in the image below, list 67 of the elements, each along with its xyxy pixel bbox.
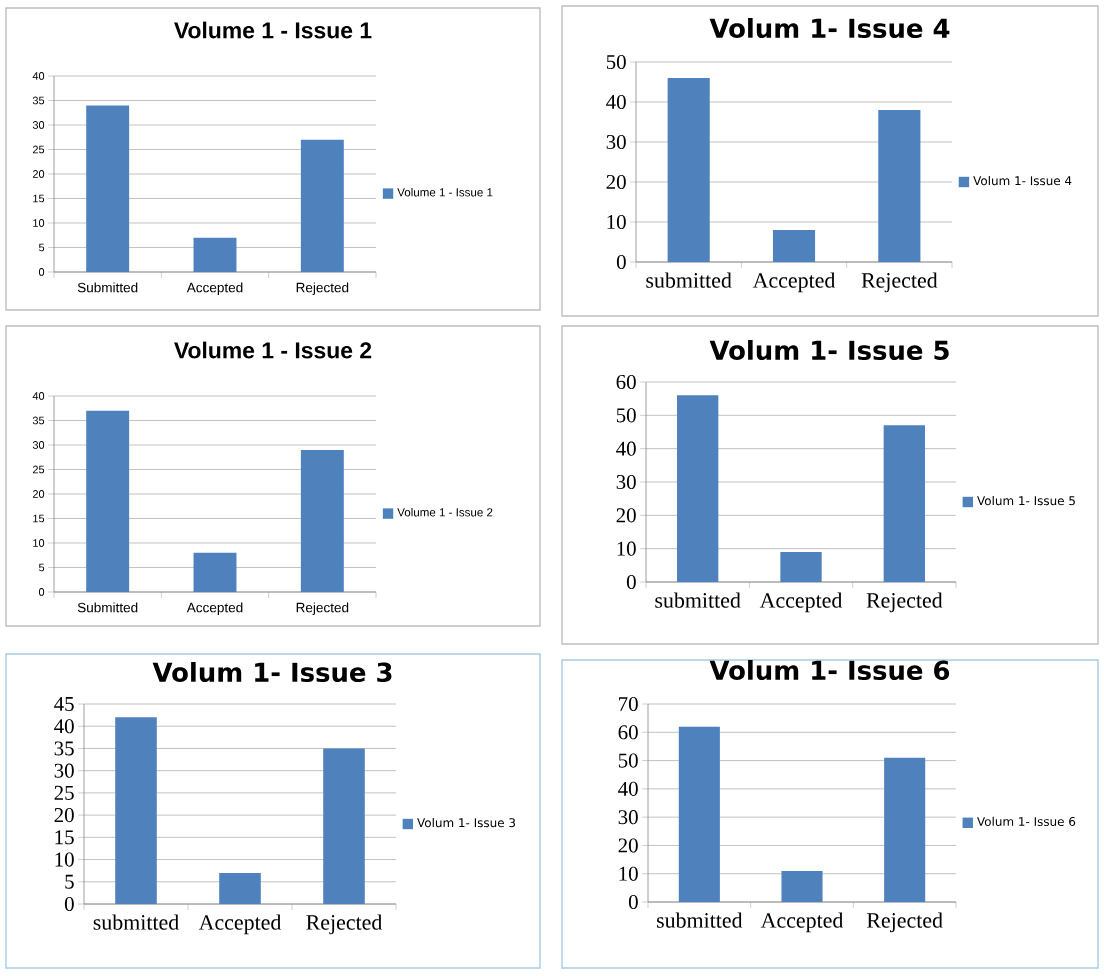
y-tick-label: 10 — [55, 852, 74, 867]
bar — [667, 77, 710, 262]
x-tick-label: Accepted — [759, 592, 843, 613]
bar — [86, 410, 130, 592]
y-tick-label: 20 — [54, 808, 74, 823]
y-tick-label: 30 — [54, 763, 74, 778]
y-tick-label: 45 — [54, 697, 74, 711]
bar — [86, 105, 130, 272]
x-tick-label: Rejected — [866, 912, 943, 933]
y-tick-label: 50 — [606, 54, 626, 70]
y-tick-label: 0 — [64, 896, 74, 912]
y-tick-label: 20 — [618, 838, 638, 853]
bar — [678, 726, 720, 902]
bar — [677, 395, 719, 582]
y-tick-label: 10 — [619, 866, 638, 881]
x-tick-label: Accepted — [760, 912, 844, 933]
y-tick-label: 30 — [606, 134, 626, 150]
x-tick-label: Accepted — [198, 914, 282, 935]
y-tick-label: 5 — [65, 874, 74, 889]
y-tick-label: 10 — [607, 214, 626, 230]
x-tick-label: submitted — [657, 912, 743, 928]
bar — [115, 717, 157, 904]
bar — [323, 748, 365, 904]
x-tick-label: Rejected — [306, 914, 383, 935]
bar — [884, 757, 926, 902]
bar — [781, 870, 823, 902]
y-tick-label: 0 — [628, 894, 638, 910]
y-tick-label: 35 — [54, 741, 74, 756]
y-tick-label: 50 — [618, 753, 638, 768]
y-tick-label: 50 — [616, 408, 636, 423]
y-tick-label: 15 — [55, 830, 74, 845]
y-tick-label: 0 — [616, 254, 626, 270]
y-tick-label: 40 — [54, 719, 74, 734]
x-tick-label: Rejected — [861, 272, 938, 293]
chart-title: Volume 1 - Issue 1 — [174, 21, 372, 39]
y-tick-label: 30 — [618, 810, 638, 825]
bar — [219, 872, 261, 904]
chart-title: Volum 1- Issue 5 — [709, 340, 949, 361]
y-tick-label: 60 — [616, 374, 636, 390]
x-tick-label: Accepted — [752, 272, 836, 293]
bar — [878, 109, 921, 262]
bar — [300, 449, 344, 592]
chart-title: Volume 1 - Issue 2 — [174, 341, 372, 359]
chart-title: Volum 1- Issue 3 — [152, 662, 392, 683]
chart-title: Volum 1- Issue 6 — [709, 660, 950, 681]
y-tick-label: 70 — [619, 696, 638, 712]
bar — [780, 552, 822, 582]
y-tick-label: 10 — [617, 541, 636, 556]
y-tick-label: 20 — [606, 174, 626, 190]
x-tick-label: submitted — [93, 914, 179, 930]
y-tick-label: 40 — [618, 781, 638, 796]
y-tick-label: 60 — [618, 725, 638, 740]
y-tick-label: 0 — [626, 574, 636, 590]
y-tick-label: 25 — [54, 785, 74, 800]
bar — [193, 552, 237, 592]
bar — [772, 229, 816, 262]
bar — [193, 237, 237, 272]
y-tick-label: 40 — [616, 441, 636, 456]
y-tick-label: 30 — [616, 474, 636, 490]
x-tick-label: submitted — [655, 592, 741, 608]
bar — [300, 139, 344, 272]
x-tick-label: Rejected — [866, 592, 943, 613]
y-tick-label: 20 — [616, 508, 636, 523]
bar — [883, 425, 926, 582]
chart-title: Volum 1- Issue 4 — [709, 18, 950, 39]
y-tick-label: 40 — [606, 94, 626, 110]
x-tick-label: submitted — [646, 272, 732, 288]
